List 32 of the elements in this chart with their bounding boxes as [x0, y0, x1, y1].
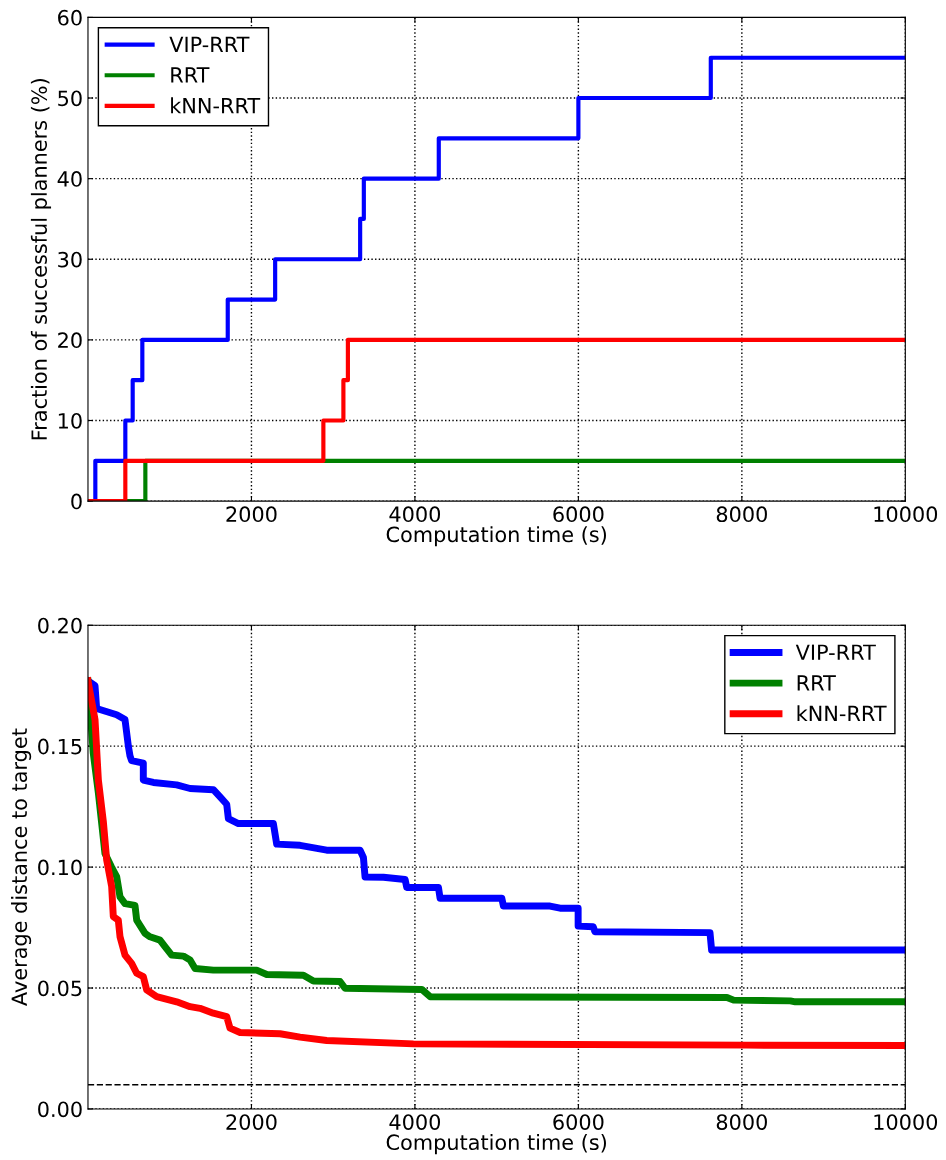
x-tick-label: 8000 [716, 506, 767, 523]
x-tick-label: 6000 [553, 506, 604, 523]
x-tick-label: 4000 [389, 1114, 441, 1130]
legend-label: RRT [797, 675, 836, 691]
y-tick-label: 20 [58, 332, 82, 349]
y-tick-label: 40 [57, 171, 82, 187]
x-axis-title: Computation time (s) [386, 1133, 606, 1155]
x-tick-label: 2000 [226, 1114, 277, 1130]
x-tick-label: 2000 [226, 506, 277, 523]
y-tick-label: 0.15 [38, 738, 82, 755]
legend-label: VIP-RRT [795, 644, 876, 660]
y-axis-title: Fraction of successful planners (%) [30, 79, 52, 440]
legend-label: kNN-RRT [171, 97, 261, 114]
y-axis-title: Average distance to target [11, 728, 32, 1006]
y-tick-label: 60 [58, 9, 82, 26]
y-tick-label: 0.20 [38, 617, 82, 634]
x-tick-label: 10000 [874, 1114, 938, 1130]
y-tick-label: 0.10 [38, 859, 82, 876]
x-tick-label: 10000 [874, 506, 938, 523]
x-tick-label: 4000 [389, 506, 441, 523]
x-tick-label: 8000 [716, 1114, 767, 1130]
y-tick-label: 50 [58, 90, 82, 107]
y-tick-label: 0.05 [38, 980, 82, 997]
y-tick-label: 0 [71, 493, 82, 510]
x-tick-label: 6000 [553, 1114, 604, 1130]
y-tick-label: 10 [58, 412, 82, 429]
legend-label: kNN-RRT [797, 705, 887, 721]
y-tick-label: 30 [58, 251, 82, 268]
legend-label: VIP-RRT [169, 36, 250, 52]
x-axis-title: Computation time (s) [386, 526, 606, 547]
legend-label: RRT [171, 67, 210, 83]
y-tick-label: 0.00 [38, 1101, 82, 1118]
